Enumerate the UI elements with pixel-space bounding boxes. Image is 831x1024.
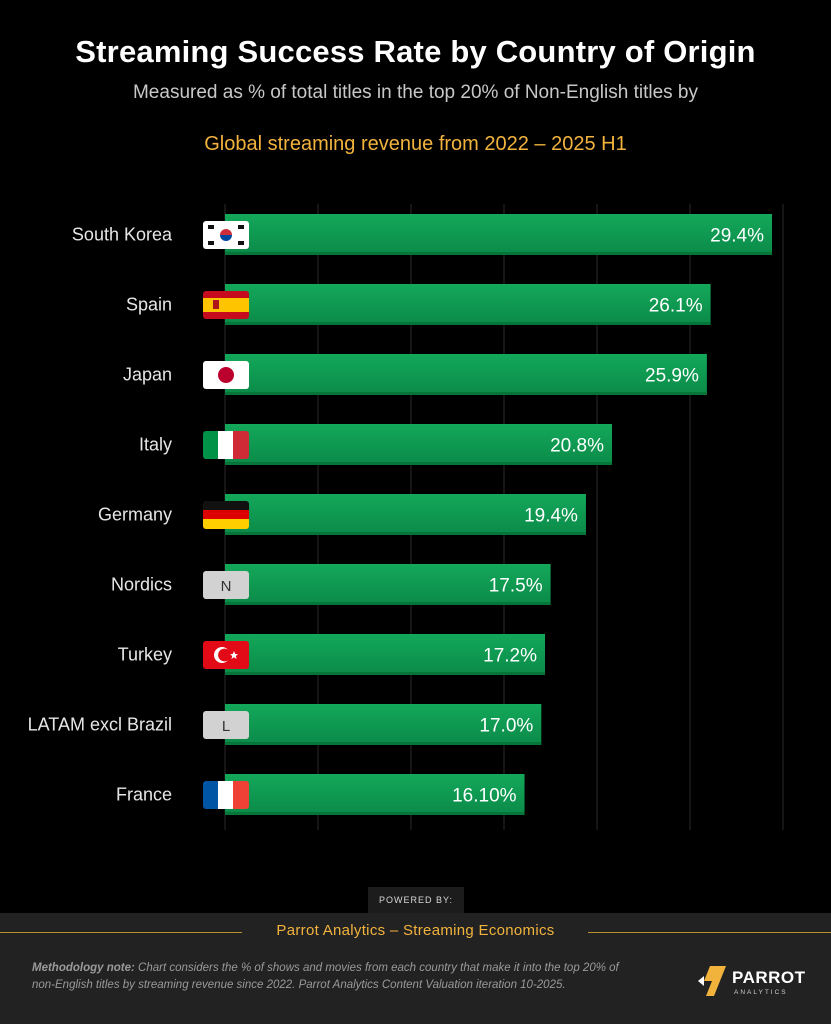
chart-subtitle: Measured as % of total titles in the top…	[132, 82, 699, 103]
data-label: 29.4%	[710, 226, 764, 247]
bar	[225, 494, 586, 535]
category-label: Turkey	[118, 645, 172, 665]
methodology-text: Chart considers the % of shows and movie…	[32, 962, 619, 991]
bar	[225, 284, 711, 325]
bar-row: LATAM excl Brazil L 17.0%	[28, 704, 542, 745]
category-label: Spain	[126, 295, 172, 315]
bar	[225, 704, 542, 745]
category-label: Nordics	[111, 575, 172, 595]
bar-row: Japan 25.9%	[123, 354, 707, 395]
bar-row: Turkey 17.2%	[118, 634, 546, 675]
footer-title-bar: Parrot Analytics – Streaming Economics	[0, 913, 831, 953]
category-label: South Korea	[72, 225, 173, 245]
latam-badge: L	[203, 711, 249, 739]
bar-shadow	[225, 532, 586, 535]
bar-row: Germany 19.4%	[98, 494, 586, 535]
bar-shadow	[225, 742, 542, 745]
bar-shadow	[225, 252, 772, 255]
bar-shadow	[225, 462, 612, 465]
logo-subtitle: ANALYTICS	[734, 989, 788, 996]
bar	[225, 354, 707, 395]
powered-by-label: POWERED BY:	[368, 887, 464, 913]
bar-row: France 16.10%	[116, 774, 525, 815]
methodology-note: Methodology note: Chart considers the % …	[32, 960, 632, 994]
bar-shadow	[225, 812, 525, 815]
bar	[225, 214, 772, 255]
data-label: 17.2%	[483, 646, 537, 667]
bar	[225, 634, 546, 675]
south-korea-flag	[203, 221, 249, 249]
methodology-label: Methodology note:	[32, 962, 135, 974]
data-label: 16.10%	[452, 786, 517, 807]
bar-row: Spain 26.1%	[126, 284, 711, 325]
nordics-badge: N	[203, 571, 249, 599]
parrot-analytics-logo: PARROT ANALYTICS	[696, 962, 806, 1002]
chart-subtitle-highlight: Global streaming revenue from 2022 – 202…	[204, 133, 627, 155]
data-label: 17.0%	[479, 716, 533, 737]
bar-shadow	[225, 602, 551, 605]
bar	[225, 424, 612, 465]
data-label: 26.1%	[649, 296, 703, 317]
bar-chart: South Korea 29.4% Spain 26.1% Japan 25.9% Ital…	[28, 204, 784, 830]
parrot-logo-icon	[698, 966, 726, 996]
bar	[225, 564, 551, 605]
bar-shadow	[225, 672, 546, 675]
bar-row: Nordics N 17.5%	[111, 564, 551, 605]
category-label: Italy	[139, 435, 172, 455]
footer-title: Parrot Analytics – Streaming Economics	[276, 922, 555, 939]
badge-letter: L	[222, 718, 230, 735]
bar-shadow	[225, 392, 707, 395]
logo-name: PARROT	[732, 968, 806, 987]
category-label: Germany	[98, 505, 172, 525]
spain-flag	[203, 291, 249, 319]
france-flag	[203, 781, 249, 809]
badge-letter: N	[221, 578, 232, 595]
data-label: 17.5%	[489, 576, 543, 597]
bar-row: South Korea 29.4%	[72, 214, 772, 255]
footer	[0, 913, 831, 1024]
data-label: 19.4%	[524, 506, 578, 527]
category-label: France	[116, 785, 172, 805]
bar-row: Italy 20.8%	[139, 424, 612, 465]
data-label: 20.8%	[550, 436, 604, 457]
germany-flag	[203, 501, 249, 529]
italy-flag	[203, 431, 249, 459]
data-label: 25.9%	[645, 366, 699, 387]
japan-flag	[203, 361, 249, 389]
turkey-flag	[203, 641, 249, 669]
bar	[225, 774, 525, 815]
chart-title: Streaming Success Rate by Country of Ori…	[75, 34, 756, 69]
bar-shadow	[225, 322, 711, 325]
category-label: LATAM excl Brazil	[28, 715, 172, 735]
category-label: Japan	[123, 365, 172, 385]
